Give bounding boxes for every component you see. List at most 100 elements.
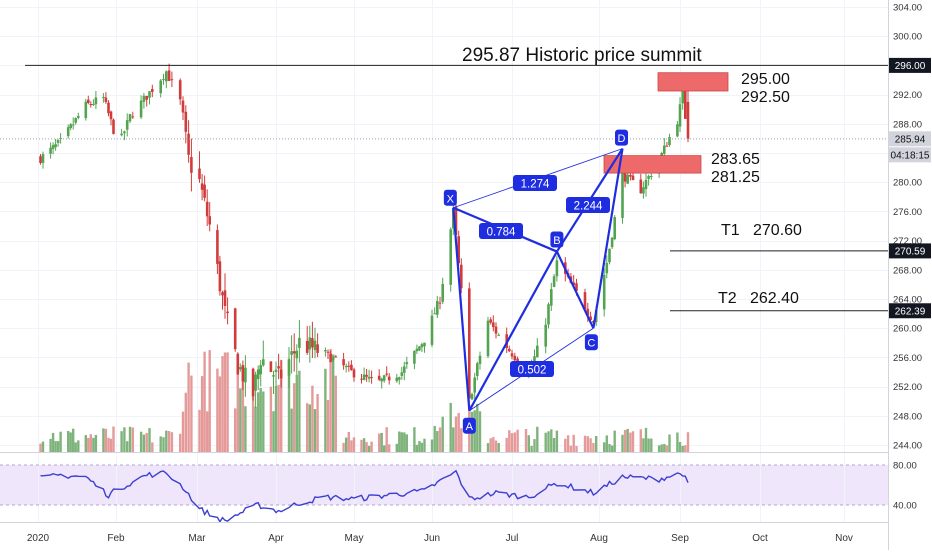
candle-body (167, 70, 171, 81)
candle-body (269, 361, 273, 372)
price-tick-label: 256.00 (893, 353, 922, 364)
annotation-text: 295.87 Historic price summit 295.00 292.… (462, 45, 802, 307)
pattern-point-label: A (466, 421, 474, 433)
candle-body (352, 369, 356, 378)
summit-price-label-text: 296.00 (895, 61, 926, 72)
volume-bar (151, 442, 154, 452)
t1-label: T1 270.60 (721, 222, 802, 239)
volume-bar (280, 359, 283, 452)
candle-body (342, 359, 345, 366)
zone-low-top-label: 283.65 (711, 151, 760, 168)
time-tick-label: 2020 (27, 533, 50, 544)
candle-body (316, 344, 319, 353)
candle-body (145, 95, 148, 100)
volume-bar (629, 432, 632, 452)
volume-bar (142, 434, 146, 452)
candle-body (380, 378, 383, 382)
candle-body (555, 260, 559, 277)
candle-body (298, 337, 301, 348)
volume-bar (308, 404, 311, 452)
volume-bar (367, 445, 371, 452)
candle-body (470, 394, 474, 400)
time-tick-label: Mar (188, 533, 206, 544)
candle-body (39, 156, 42, 163)
candle-body (552, 276, 556, 287)
candle-body (438, 302, 442, 304)
candle-body (621, 172, 624, 218)
price-tick-label: 260.00 (893, 324, 922, 335)
volume-bar (665, 445, 669, 452)
volume-bar (234, 408, 237, 452)
price-axis-bg (889, 0, 932, 550)
candle-body (647, 175, 650, 179)
volume-bar (454, 416, 458, 452)
volume-bar (678, 442, 682, 452)
volume-bar (295, 374, 298, 452)
volume-bar (179, 433, 182, 452)
volume-bar (626, 428, 629, 452)
volume-bar (241, 366, 245, 452)
price-tick-label: 288.00 (893, 119, 922, 130)
candle-body (350, 364, 353, 370)
volume-bar (605, 435, 608, 452)
volume-bar (262, 391, 265, 452)
candle-body (449, 229, 452, 285)
candle-body (290, 351, 293, 355)
candle-body (170, 79, 174, 81)
candle-body (663, 145, 666, 154)
volume-bar (642, 438, 645, 452)
volume-bar (449, 402, 452, 452)
candle-body (74, 118, 77, 123)
current-price-label-text: 285.94 (895, 135, 926, 146)
candle-body (415, 348, 419, 352)
candle-body (362, 374, 366, 380)
candle-body (665, 145, 669, 147)
volume-bar (218, 376, 222, 452)
volume-bar (684, 445, 687, 452)
candle-body (54, 144, 57, 148)
volume-bars (39, 349, 690, 452)
candle-body (457, 236, 460, 264)
volume-bar (223, 352, 227, 452)
t1-price-label (889, 243, 931, 259)
volume-bar (298, 370, 301, 452)
candle-body (326, 351, 330, 353)
candles (39, 63, 690, 409)
candle-body (274, 369, 278, 372)
summit-annotation: 295.87 Historic price summit (462, 45, 702, 66)
volume-bar (438, 427, 442, 452)
volume-bar (123, 427, 126, 452)
volume-bar (181, 411, 185, 452)
candle-body (223, 290, 227, 306)
volume-bar (272, 411, 275, 452)
candle-body (51, 145, 55, 149)
time-tick-label: May (345, 533, 364, 544)
volume-bar (167, 431, 171, 452)
candle-body (313, 340, 317, 351)
volume-bar (686, 432, 690, 452)
candle-body (221, 292, 224, 296)
candle-body (370, 377, 373, 379)
price-tick-label: 268.00 (893, 265, 922, 276)
candle-body (650, 176, 653, 177)
candle-body (287, 359, 291, 376)
volume-bar (329, 349, 332, 452)
volume-bar (460, 428, 463, 452)
candle-body (256, 369, 260, 379)
volume-bar (290, 408, 293, 452)
time-axis-bg (0, 523, 888, 550)
volume-bar (524, 429, 528, 452)
countdown-label-text: 04:18:15 (891, 151, 930, 162)
volume-bar (378, 433, 381, 452)
candle-body (66, 127, 70, 137)
pattern-point-label: X (447, 193, 455, 205)
candle-body (104, 97, 108, 102)
current-price-label (889, 131, 931, 147)
volume-bar (170, 432, 174, 452)
volume-bar (508, 430, 511, 452)
candle-body (473, 377, 476, 393)
volume-bar (370, 441, 373, 452)
candle-body (513, 355, 517, 361)
